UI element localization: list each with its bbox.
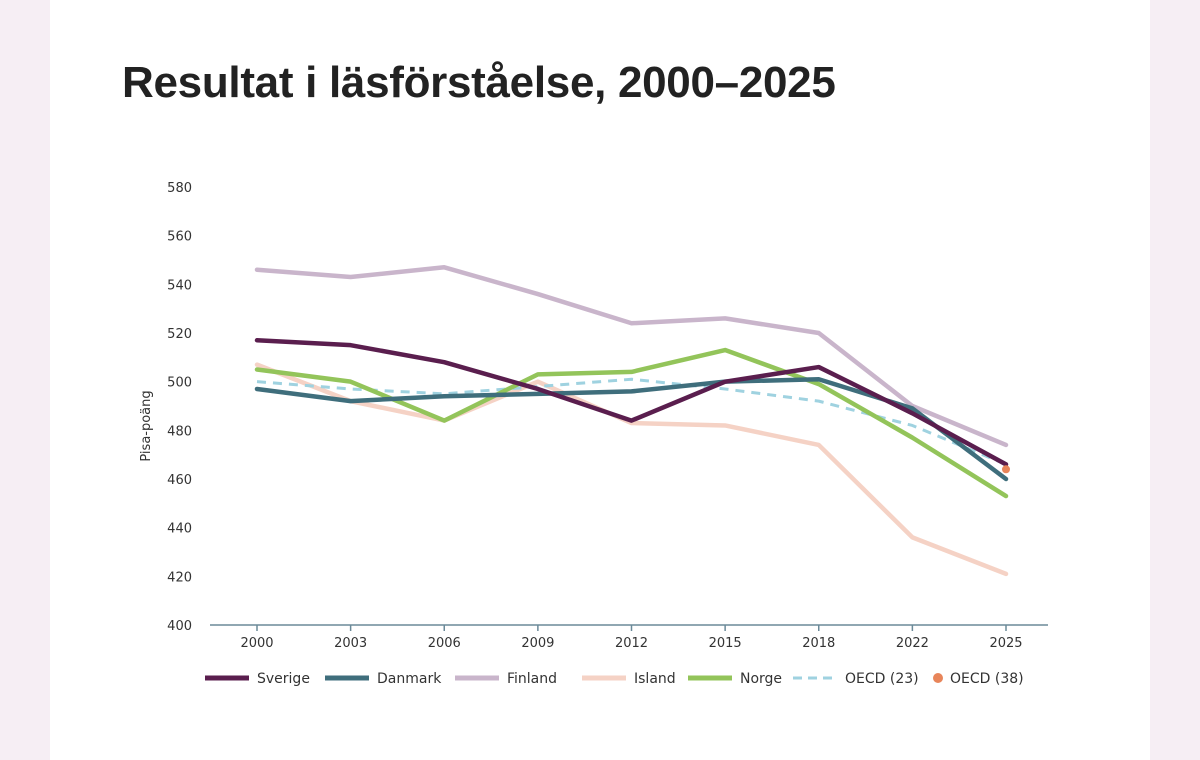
series-line-sverige: [254, 338, 1009, 467]
legend-item-sverige: Sverige: [205, 671, 310, 687]
chart-card: Resultat i läsförståelse, 2000–2025: [50, 0, 1150, 760]
y-axis: 400 420 440 460 480 500 520 540 560 580 Pisa-poäng: [139, 181, 192, 634]
y-tick-label: 420: [167, 570, 192, 585]
x-tick-label: 2018: [802, 636, 835, 651]
legend-item-norge: Norge: [688, 671, 782, 687]
x-axis: 2000 2003 2006 2009 2012 2015 2018 2022 2025: [210, 624, 1048, 651]
legend-item-danmark: Danmark: [325, 671, 442, 687]
y-axis-label: Pisa-poäng: [139, 390, 154, 461]
x-tick-label: 2022: [896, 636, 929, 651]
x-tick-label: 2000: [240, 636, 273, 651]
y-tick-label: 580: [167, 181, 192, 196]
legend-label: Island: [634, 671, 676, 687]
x-tick-label: 2006: [428, 636, 461, 651]
legend-item-island: Island: [582, 671, 676, 687]
legend-label: Finland: [507, 671, 557, 687]
legend-label: Danmark: [377, 671, 442, 687]
y-tick-label: 480: [167, 424, 192, 439]
x-tick-label: 2012: [615, 636, 648, 651]
series-line-finland: [254, 265, 1009, 448]
legend: Sverige Danmark Finland Island Norge OECD (23…: [205, 671, 1024, 687]
x-tick-label: 2009: [521, 636, 554, 651]
legend-label: Norge: [740, 671, 782, 687]
x-tick-label: 2003: [334, 636, 367, 651]
series-line-norge: [254, 347, 1009, 499]
y-tick-label: 540: [167, 278, 192, 293]
point-oecd-38: [1002, 465, 1010, 474]
legend-marker: [933, 673, 943, 683]
y-tick-label: 440: [167, 522, 192, 537]
y-tick-label: 400: [167, 619, 192, 634]
legend-label: OECD (38): [950, 671, 1024, 687]
y-tick-label: 500: [167, 376, 192, 391]
y-tick-label: 460: [167, 473, 192, 488]
y-tick-label: 560: [167, 230, 192, 245]
legend-label: Sverige: [257, 671, 310, 687]
legend-item-oecd-38: OECD (38): [933, 671, 1024, 687]
legend-item-finland: Finland: [455, 671, 557, 687]
chart-title: Resultat i läsförståelse, 2000–2025: [122, 58, 836, 107]
x-tick-label: 2015: [709, 636, 742, 651]
series-lines: [254, 265, 1010, 577]
series-line-island: [254, 362, 1009, 577]
y-tick-label: 520: [167, 327, 192, 342]
legend-label: OECD (23): [845, 671, 919, 687]
x-tick-label: 2025: [989, 636, 1022, 651]
legend-item-oecd-23: OECD (23): [793, 671, 919, 687]
